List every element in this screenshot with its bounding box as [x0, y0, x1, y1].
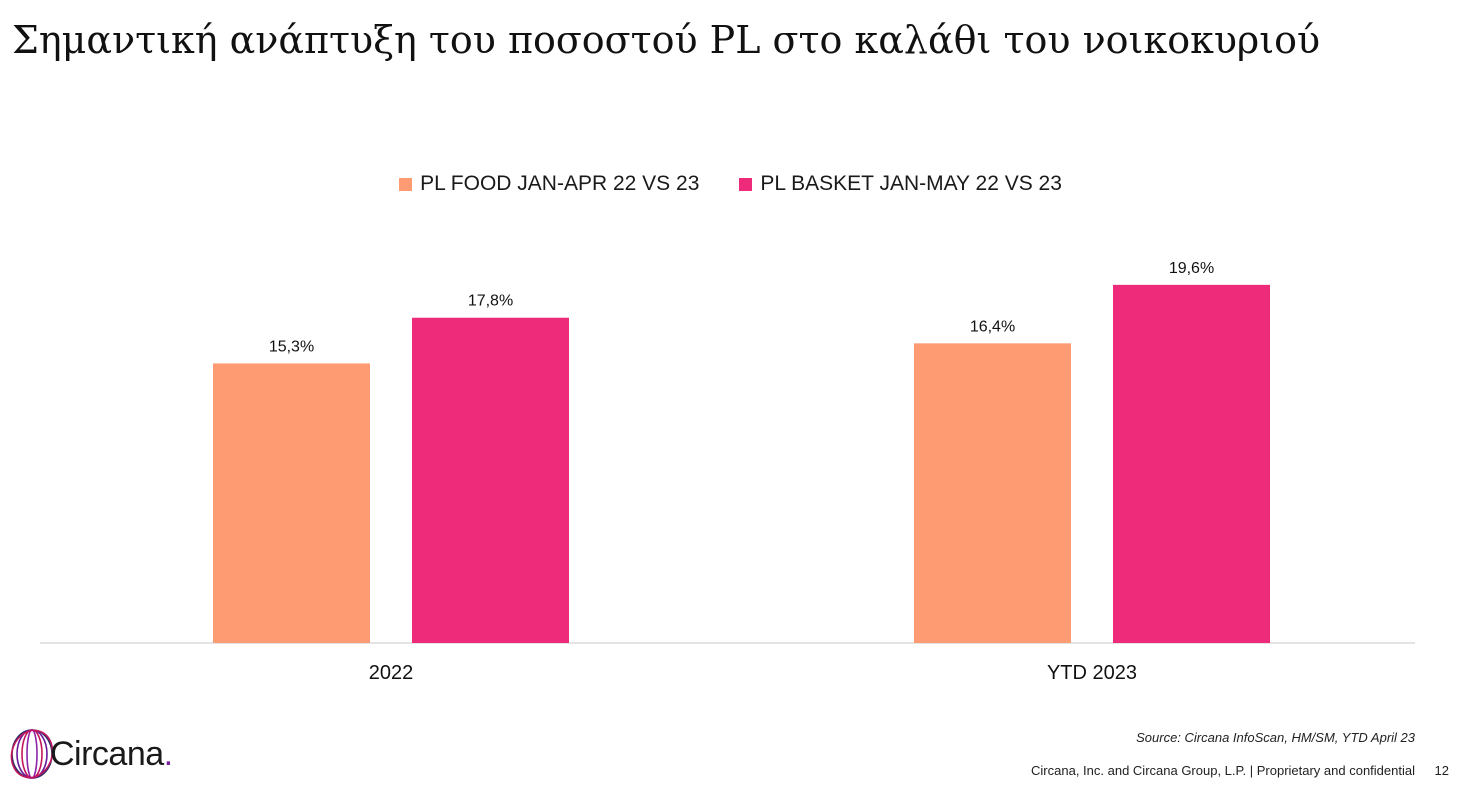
data-label-basket-0: 17,8%	[468, 293, 513, 310]
x-tick-label-0: 2022	[369, 662, 414, 684]
source-note: Source: Circana InfoScan, HM/SM, YTD Apr…	[1136, 730, 1415, 745]
data-label-food-0: 15,3%	[269, 338, 314, 355]
circana-logo: Circana.	[10, 727, 173, 781]
legend-swatch-basket	[739, 177, 753, 191]
logo-text: Circana	[50, 734, 164, 773]
legend-item-basket: PL BASKET JAN-MAY 22 VS 23	[739, 172, 1062, 196]
x-tick-label-1: YTD 2023	[1047, 662, 1137, 684]
circana-globe-icon	[10, 729, 54, 779]
logo-dot: .	[163, 734, 174, 773]
legend-label-food: PL FOOD JAN-APR 22 VS 23	[420, 172, 700, 195]
bar-basket-0	[412, 317, 569, 643]
legend-label-basket: PL BASKET JAN-MAY 22 VS 23	[760, 172, 1062, 195]
bar-food-0	[213, 363, 370, 643]
chart-legend: PL FOOD JAN-APR 22 VS 23 PL BASKET JAN-M…	[0, 172, 1461, 196]
bar-chart: 15,3% 17,8% 2022 16,4% 19,6% YTD 2023	[40, 260, 1415, 684]
footer-text: Circana, Inc. and Circana Group, L.P. | …	[1031, 763, 1415, 778]
bar-food-1	[914, 343, 1071, 643]
legend-swatch-food	[399, 177, 413, 191]
data-label-basket-1: 19,6%	[1169, 260, 1214, 277]
data-label-food-1: 16,4%	[970, 318, 1015, 335]
bar-basket-1	[1113, 284, 1270, 643]
legend-item-food: PL FOOD JAN-APR 22 VS 23	[399, 172, 699, 196]
page-number: 12	[1434, 763, 1449, 778]
slide-title: Σημαντική ανάπτυξη του ποσοστού PL στο κ…	[12, 18, 1321, 62]
